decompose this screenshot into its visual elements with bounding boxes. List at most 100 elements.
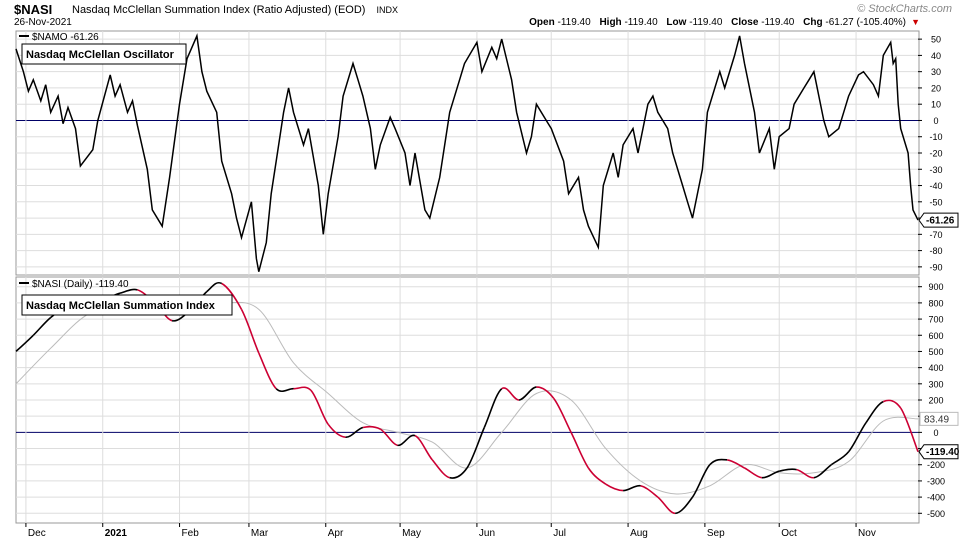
ohlc-readout: Open -119.40 High -119.40 Low -119.40 Cl… [523,17,906,28]
summation-series-segment [657,496,676,515]
summation-series-segment [900,407,919,452]
summation-tick-label: 700 [928,315,943,325]
summation-series-segment [32,316,52,336]
oscillator-lines [15,33,919,272]
summation-tick-label: 600 [928,331,943,341]
x-tick-label: Sep [707,528,725,539]
oscillator-tick-label: 40 [931,51,941,61]
summation-series-segment [813,464,832,479]
chg-value: -61.27 (-105.40%) [825,17,906,28]
summation-y-axis: 9008007006005004003002001000-100-200-300… [918,282,945,519]
oscillator-tick-label: -40 [929,181,942,191]
high-value: -119.40 [624,17,658,28]
summation-grid [16,286,918,514]
vertical-grid [25,31,857,523]
x-tick-label: May [402,528,421,539]
oscillator-title-box: Nasdaq McClellan Oscillator [21,43,187,65]
summation-series-segment [796,468,815,479]
summation-series-segment [553,397,572,433]
description-text: Nasdaq McClellan Summation Index (Ratio … [72,4,366,16]
summation-series-segment [830,451,850,466]
summation-series-segment [744,467,763,479]
summation-series-segment [414,434,433,461]
summation-series-segment [221,282,243,310]
oscillator-series-line [15,33,919,272]
summation-series-segment [587,467,607,485]
summation-value-tag-frame [918,444,959,460]
summation-last-value-tag: -119.40 [918,444,960,460]
ma-value-tag-frame [919,411,959,426]
summation-title-frame [21,294,233,316]
summation-series-segment [691,464,711,498]
x-tick-label: Mar [251,528,269,539]
open-value: -119.40 [557,17,591,28]
x-axis: Dec 2021 Feb Mar Apr May Jun Jul Aug Sep Oct Nov [25,523,876,539]
summation-series-segment [327,423,346,438]
oscillator-tick-label: 30 [931,67,941,77]
oscillator-tick-label: -80 [929,246,942,256]
oscillator-tick-label: -70 [929,230,942,240]
oscillator-tick-label: -90 [929,262,942,272]
summation-tick-label: 900 [928,282,943,292]
summation-series-segment [293,386,312,391]
summation-series-segment [675,496,694,515]
summation-series-segment [362,425,381,430]
summation-tick-label: 300 [928,379,943,389]
summation-tick-label: 500 [928,347,943,357]
summation-series-segment [518,386,537,401]
summation-series-segment [623,484,641,492]
summation-series-segment [779,468,797,472]
oscillator-last-value: -61.26 [926,216,955,227]
summation-tick-label: -400 [927,493,945,503]
summation-tick-label: 0 [933,428,938,438]
summation-series-segment [15,334,34,352]
oscillator-tick-label: -10 [929,132,942,142]
summation-tick-label: 200 [928,396,943,406]
summation-legend: $NASI (Daily) -119.40 [19,279,129,290]
summation-series-segment [605,483,624,492]
summation-tick-label: 400 [928,363,943,373]
summation-series-segment [379,428,398,447]
summation-series-segment [345,426,364,438]
oscillator-title: Nasdaq McClellan Oscillator [26,49,175,61]
symbol-label: $NASI [14,2,53,17]
summation-legend-text: $NASI (Daily) -119.40 [32,279,129,290]
summation-ma-value-tag: 83.49 [919,411,959,426]
summation-series-segment [119,288,138,294]
summation-series-segment [882,399,902,409]
low-value: -119.40 [689,17,723,28]
x-tick-label: Nov [858,528,876,539]
chart-header: $NASI Nasdaq McClellan Summation Index (… [0,0,960,32]
summation-tick-label: 800 [928,298,943,308]
oscillator-value-tag-frame [918,212,959,228]
oscillator-tick-label: 50 [931,35,941,45]
x-tick-label: Jun [479,528,495,539]
ma-last-value: 83.49 [924,414,949,425]
summation-series-segment [640,485,659,498]
oscillator-legend: $NAMO -61.26 [19,32,99,43]
summation-series-segment [483,388,503,428]
stockcharts-logo: © StockCharts.com [857,3,952,15]
summation-title: Nasdaq McClellan Summation Index [26,300,216,312]
close-value: -119.40 [761,17,795,28]
low-label: Low [666,17,687,28]
summation-series-segment [761,470,780,479]
high-label: High [599,17,622,28]
summation-series-segment [258,352,277,390]
summation-series-segment [449,467,468,479]
oscillator-last-value-tag: -61.26 [918,212,959,228]
summation-series-segment [206,281,223,293]
summation-series-segment [727,459,745,469]
x-tick-label: Dec [28,528,46,539]
x-tick-label: Feb [182,528,200,539]
oscillator-tick-label: -20 [929,149,942,159]
summation-series-segment [310,389,329,425]
x-tick-label: 2021 [105,528,128,539]
summation-last-value: -119.40 [926,447,960,458]
chg-label: Chg [803,17,823,28]
x-tick-label: Oct [781,528,797,539]
oscillator-tick-label: -50 [929,197,942,207]
oscillator-tick-label: -30 [929,165,942,175]
